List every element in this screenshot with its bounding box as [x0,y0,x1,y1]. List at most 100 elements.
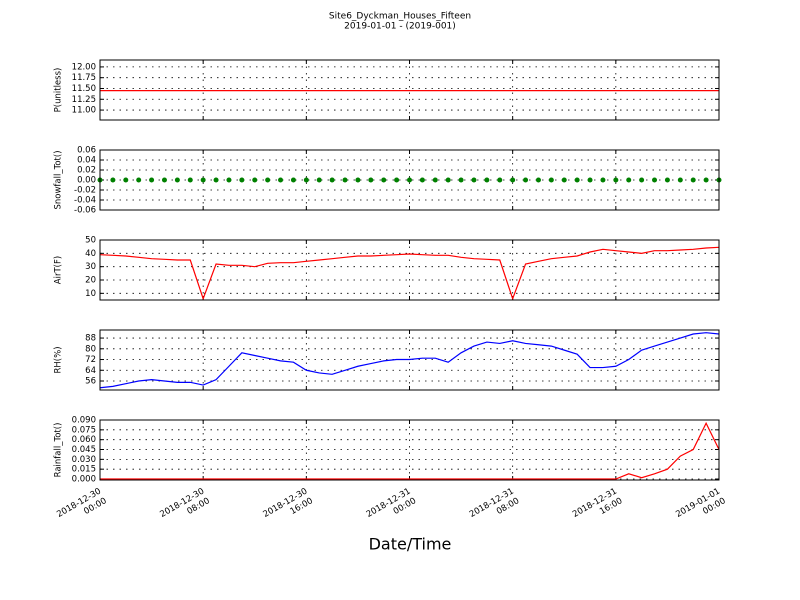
data-point [510,177,516,183]
data-point [652,177,658,183]
y-tick-label: 0.02 [77,166,96,176]
data-point [613,177,619,183]
y-tick-label: 0.090 [72,416,96,426]
data-point [664,177,670,183]
data-point [677,177,683,183]
data-point [484,177,490,183]
data-point [690,177,696,183]
data-point [600,177,606,183]
data-point [355,177,361,183]
data-point [419,177,425,183]
plot-frame [99,329,720,391]
data-line [99,332,720,389]
data-point [123,177,129,183]
data-point [110,177,116,183]
y-axis-label: RH(%) [54,346,64,373]
data-point [290,177,296,183]
x-tick-label: 2018-12-3116:00 [571,486,624,529]
x-tick-label: 2018-12-3108:00 [468,486,521,529]
data-point [587,177,593,183]
data-point [703,177,709,183]
data-point [149,177,155,183]
y-tick-label: 0.015 [72,465,96,475]
y-tick-label: 11.75 [72,73,96,83]
y-tick-label: 56 [85,377,96,387]
y-tick-label: 20 [85,276,96,286]
y-tick-label: 30 [85,262,96,272]
y-tick-label: 64 [85,366,96,376]
y-tick-label: 12.00 [72,62,96,72]
data-point [471,177,477,183]
data-point [200,177,206,183]
y-axis-label: P(unitless) [54,68,64,113]
x-tick-label: 2018-12-3000:00 [55,486,108,529]
x-tick-label: 2018-12-3100:00 [364,486,417,529]
x-axis-label: Date/Time [369,535,452,554]
data-point [432,177,438,183]
data-point [187,177,193,183]
y-tick-label: 0.075 [72,425,96,435]
data-point [342,177,348,183]
data-point [548,177,554,183]
plot-frame [99,59,720,121]
y-tick-label: 72 [85,355,96,365]
data-point [445,177,451,183]
y-tick-label: 0.000 [72,475,96,485]
figure-subtitle: 2019-01-01 - (2019-001) [344,22,456,32]
data-point [574,177,580,183]
data-line [99,246,720,301]
data-point [174,177,180,183]
y-tick-label: 0.030 [72,455,96,465]
data-point [265,177,271,183]
y-tick-label: 0.04 [77,156,96,166]
data-point [561,177,567,183]
y-tick-label: -0.04 [74,196,96,206]
plot-frame [99,239,720,301]
y-tick-label: 11.50 [72,84,96,94]
data-point [161,177,167,183]
data-point [239,177,245,183]
data-point [523,177,529,183]
y-tick-label: 40 [85,249,96,259]
data-point [226,177,232,183]
data-point [381,177,387,183]
plot-frame [99,149,720,211]
data-point [329,177,335,183]
data-point [136,177,142,183]
y-tick-label: -0.02 [74,186,96,196]
x-tick-label: 2018-12-3016:00 [261,486,314,529]
data-point [458,177,464,183]
y-tick-label: -0.06 [74,206,96,216]
data-point [639,177,645,183]
data-point [394,177,400,183]
x-tick-label: 2019-01-0100:00 [674,486,727,529]
y-tick-label: 11.25 [72,95,96,105]
y-tick-label: 11.00 [72,106,96,116]
y-axis-label: AirT(F) [54,256,64,284]
data-point [252,177,258,183]
y-tick-label: 10 [85,289,96,299]
y-tick-label: 0.045 [72,445,96,455]
y-tick-label: 0.060 [72,435,96,445]
data-point [626,177,632,183]
y-axis-label: Rainfall_Tot() [54,423,64,478]
data-point [303,177,309,183]
x-tick-label: 2018-12-3008:00 [158,486,211,529]
data-line [100,421,720,480]
y-axis-label: Snowfall_Tot() [54,150,64,209]
data-point [316,177,322,183]
y-tick-label: 50 [85,236,96,246]
figure-title: Site6_Dyckman_Houses_Fifteen [329,12,471,22]
plot-frame [99,419,720,481]
data-point [535,177,541,183]
data-point [407,177,412,183]
data-point [278,177,284,183]
data-point [497,177,503,183]
y-tick-label: 0.06 [77,146,96,156]
data-point [213,177,219,183]
y-tick-label: 88 [85,334,96,344]
y-tick-label: 0.00 [77,176,96,186]
y-tick-label: 80 [85,344,96,354]
data-point [368,177,374,183]
